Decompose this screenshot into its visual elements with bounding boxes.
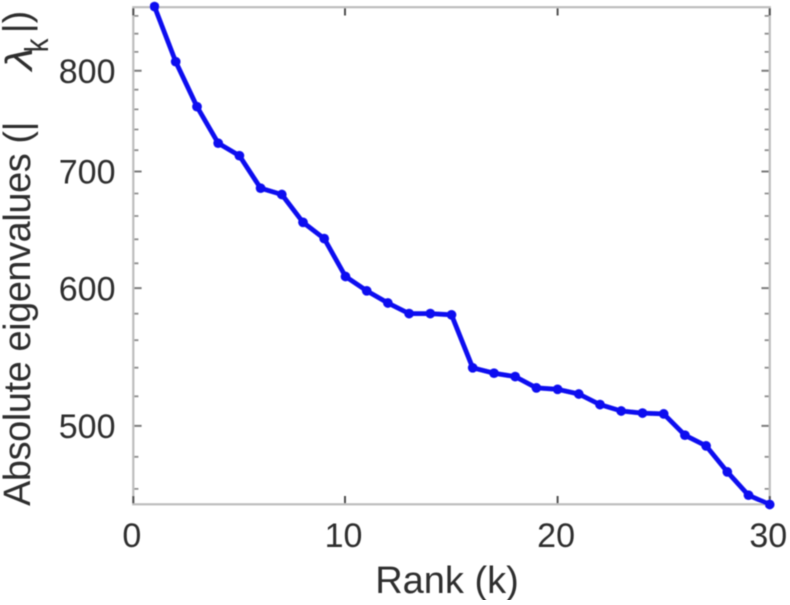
svg-text:700: 700 — [59, 154, 116, 192]
svg-text:0: 0 — [122, 517, 141, 555]
svg-text:600: 600 — [59, 270, 116, 308]
svg-text:λ: λ — [0, 48, 40, 73]
svg-text:500: 500 — [59, 408, 116, 446]
svg-text:30: 30 — [749, 517, 787, 555]
svg-text:k: k — [17, 38, 55, 52]
svg-text:10: 10 — [325, 517, 363, 555]
svg-text:20: 20 — [537, 517, 575, 555]
svg-text:800: 800 — [59, 53, 116, 91]
svg-text:Rank (k): Rank (k) — [375, 560, 519, 600]
svg-text:Absolute eigenvalues (|: Absolute eigenvalues (| — [0, 122, 39, 506]
svg-text:|): |) — [0, 11, 39, 34]
